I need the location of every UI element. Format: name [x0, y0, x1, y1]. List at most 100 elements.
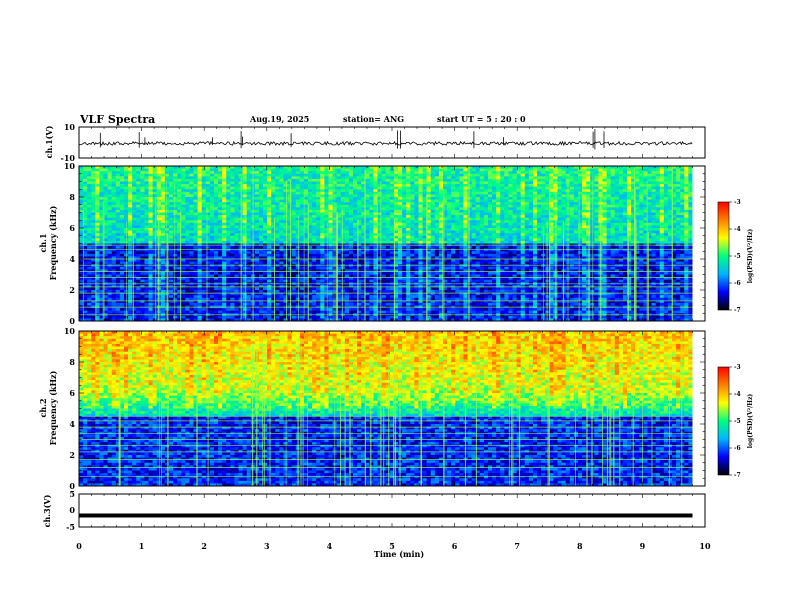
spectrogram-cell	[353, 251, 358, 255]
spectrogram-cell	[87, 271, 92, 275]
spectrogram-cell	[181, 235, 186, 239]
spectrogram-cell	[308, 279, 313, 283]
spectrogram-cell	[128, 178, 133, 182]
spectrogram-cell	[193, 290, 199, 293]
spectrogram-cell	[136, 204, 141, 208]
spectrogram-cell	[209, 248, 215, 252]
spectrogram-cell	[152, 279, 158, 283]
spectrogram-cell	[242, 204, 248, 208]
spectrogram-cell	[103, 292, 109, 296]
spectrogram-cell	[361, 269, 366, 273]
spectrogram-cell	[213, 295, 219, 299]
spectrogram-cell	[348, 287, 354, 291]
spectrogram-cell	[316, 235, 321, 239]
spectrogram-cell	[365, 287, 370, 291]
spectrogram-cell	[353, 259, 358, 262]
spectrogram-cell	[258, 246, 264, 250]
spectrogram-cell	[312, 202, 317, 206]
spectrogram-cell	[303, 277, 309, 281]
spectrogram-cell	[181, 230, 186, 234]
spectrogram-cell	[263, 212, 268, 216]
spectrogram-cell	[373, 238, 378, 242]
spectrogram-cell	[332, 246, 338, 250]
spectrogram-cell	[373, 253, 378, 257]
spectrogram-cell	[357, 256, 362, 260]
spectrogram-cell	[299, 302, 305, 306]
spectrogram-cell	[119, 209, 125, 213]
spectrogram-cell	[369, 215, 374, 219]
spectrogram-cell	[267, 199, 272, 203]
spectrogram-cell	[177, 225, 182, 229]
spectrogram-cell	[299, 315, 305, 319]
spectrogram-cell	[406, 215, 411, 219]
spectrogram-cell	[258, 189, 264, 193]
spectrogram-cell	[324, 235, 329, 239]
spectrogram-cell	[164, 212, 170, 216]
spectrogram-cell	[136, 246, 141, 250]
spectrogram-cell	[156, 181, 162, 185]
spectrogram-cell	[91, 202, 96, 206]
spectrogram-cell	[402, 284, 407, 288]
spectrogram-cell	[246, 217, 252, 221]
spectrogram-cell	[295, 300, 301, 304]
spectrogram-cell	[128, 318, 133, 322]
spectrogram-cell	[246, 248, 252, 252]
spectrogram-cell	[258, 235, 264, 239]
spectrogram-cell	[201, 207, 207, 211]
spectrogram-cell	[132, 238, 137, 242]
spectrogram-cell	[140, 209, 145, 213]
spectrogram-cell	[410, 186, 415, 190]
spectrogram-cell	[152, 240, 158, 244]
spectrogram-cell	[115, 266, 121, 270]
spectrogram-cell	[136, 269, 141, 273]
spectrogram-cell	[87, 233, 92, 237]
spectrogram-cell	[324, 240, 329, 244]
spectrogram-cell	[136, 284, 141, 288]
spectrogram-cell	[213, 248, 219, 252]
spectrogram-cell	[197, 277, 203, 281]
spectrogram-cell	[402, 246, 407, 250]
spectrogram-cell	[406, 173, 411, 177]
spectrogram-cell	[213, 279, 219, 283]
spectrogram-cell	[218, 173, 223, 177]
spectrogram-cell	[115, 238, 121, 242]
spectrogram-cell	[357, 209, 362, 213]
spectrogram-cell	[83, 199, 88, 203]
spectrogram-cell	[189, 225, 194, 229]
spectrogram-cell	[324, 181, 329, 185]
spectrogram-cell	[185, 204, 190, 208]
spectrogram-cell	[230, 194, 235, 198]
spectrogram-cell	[398, 189, 403, 193]
spectrogram-cell	[324, 269, 329, 273]
spectrogram-cell	[87, 173, 92, 177]
spectrogram-cell	[115, 225, 121, 229]
spectrogram-cell	[168, 225, 174, 229]
spectrogram-cell	[299, 189, 305, 193]
spectrogram-cell	[254, 173, 260, 177]
spectrogram-cell	[336, 261, 342, 265]
spectrogram-cell	[344, 178, 350, 182]
spectrogram-cell	[295, 166, 301, 169]
spectrogram-cell	[213, 297, 219, 301]
spectrogram-cell	[189, 202, 194, 206]
spectrogram-cell	[373, 279, 378, 283]
spectrogram-cell	[246, 274, 252, 278]
spectrogram-cell	[254, 295, 260, 299]
spectrogram-cell	[295, 230, 301, 234]
spectrogram-cell	[287, 300, 293, 304]
spectrogram-cell	[332, 261, 338, 265]
spectrogram-cell	[209, 292, 215, 296]
spectrogram-cell	[177, 238, 182, 242]
spectrogram-cell	[332, 199, 338, 203]
spectrogram-cell	[279, 290, 284, 293]
spectrogram-cell	[91, 197, 96, 200]
spectrogram-cell	[119, 308, 125, 312]
spectrogram-cell	[222, 220, 227, 224]
spectrogram-cell	[148, 168, 154, 172]
spectrogram-cell	[267, 284, 272, 288]
spectrogram-cell	[132, 209, 137, 213]
spectrogram-cell	[320, 302, 325, 306]
spectrogram-cell	[340, 269, 346, 273]
spectrogram-cell	[332, 279, 338, 283]
spectrogram-cell	[299, 261, 305, 265]
